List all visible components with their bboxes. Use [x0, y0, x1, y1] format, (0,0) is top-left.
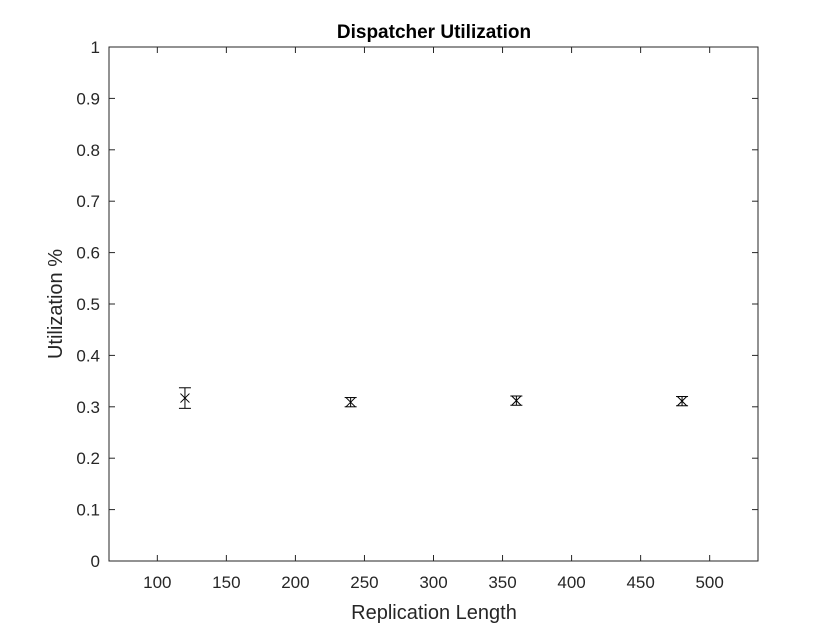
x-tick-label: 150: [212, 573, 240, 592]
x-tick-label: 500: [695, 573, 723, 592]
y-axis-label: Utilization %: [45, 249, 67, 359]
data-point: [344, 397, 357, 408]
x-tick-label: 300: [419, 573, 447, 592]
y-tick-label: 0.3: [76, 398, 100, 417]
axis-ticks: 100 150 200 250 300 350 400 450 500 0 0.1 0.2 0.3 0.4…: [76, 38, 758, 592]
y-tick-label: 0.9: [76, 89, 100, 108]
x-marker-stroke-b: [180, 393, 190, 403]
axes-box: [108, 46, 759, 562]
y-tick-label: 0.7: [76, 192, 100, 211]
y-tick-label: 0.8: [76, 141, 100, 160]
y-tick-label: 0: [91, 552, 100, 571]
data-points: [178, 387, 689, 409]
x-tick-label: 250: [350, 573, 378, 592]
y-tick-label: 0.2: [76, 449, 100, 468]
x-tick-label: 100: [143, 573, 171, 592]
y-tick-label: 0.4: [76, 346, 100, 365]
x-marker-stroke-b: [511, 395, 522, 406]
x-marker-stroke-b: [677, 396, 687, 406]
x-tick-label: 400: [557, 573, 585, 592]
x-tick-label: 200: [281, 573, 309, 592]
plot-area: [109, 47, 758, 561]
data-point: [676, 396, 689, 407]
x-tick-label: 350: [488, 573, 516, 592]
data-point: [510, 395, 523, 406]
x-tick-label: 450: [626, 573, 654, 592]
y-tick-label: 0.1: [76, 501, 100, 520]
x-axis-label: Replication Length: [351, 602, 517, 624]
y-tick-label: 0.6: [76, 244, 100, 263]
y-tick-label: 1: [91, 38, 100, 57]
chart-title: Dispatcher Utilization: [337, 22, 531, 43]
x-marker-stroke-b: [345, 397, 356, 408]
data-point: [178, 387, 191, 409]
y-tick-label: 0.5: [76, 295, 100, 314]
